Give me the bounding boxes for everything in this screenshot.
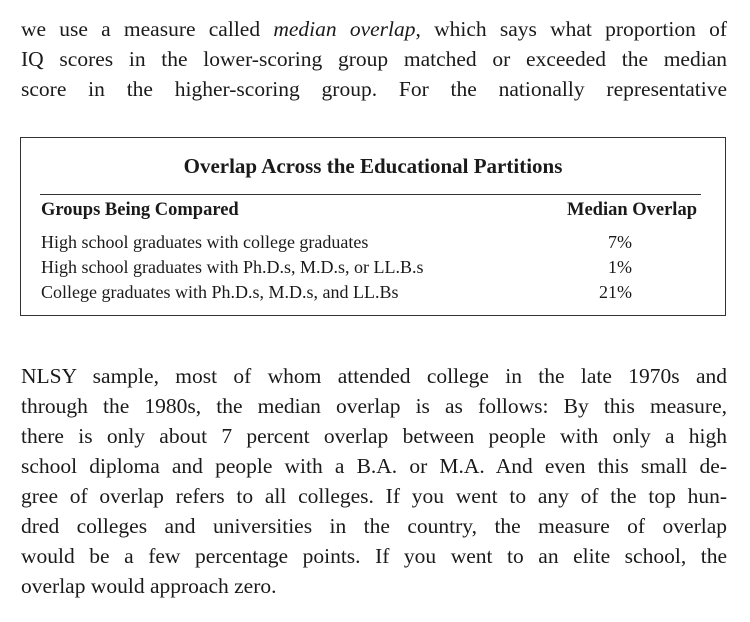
table-divider xyxy=(40,194,701,195)
overlap-table: Overlap Across the Educational Partition… xyxy=(20,137,726,316)
table-row: High school graduates with Ph.D.s, M.D.s… xyxy=(41,257,697,279)
overlap-cell: 7% xyxy=(608,232,632,252)
text-line: NLSY sample, most of whom attended colle… xyxy=(21,364,727,388)
table-title: Overlap Across the Educational Partition… xyxy=(183,154,563,178)
text-line: dred colleges and universities in the co… xyxy=(21,514,727,538)
overlap-cell: 1% xyxy=(608,257,632,277)
group-cell: High school graduates with Ph.D.s, M.D.s… xyxy=(41,257,424,277)
text-line: school diploma and people with a B.A. or… xyxy=(21,454,727,478)
bottom-paragraph: NLSY sample, most of whom attended colle… xyxy=(21,361,727,601)
text-line: score in the higher-scoring group. For t… xyxy=(21,77,727,101)
group-cell: College graduates with Ph.D.s, M.D.s, an… xyxy=(41,282,399,302)
text-line: through the 1980s, the median overlap is… xyxy=(21,394,727,418)
top-paragraph: we use a measure called median overlap, … xyxy=(21,14,727,104)
column-header-groups: Groups Being Compared xyxy=(41,200,239,220)
text-line: gree of overlap refers to all colleges. … xyxy=(21,484,727,508)
column-header-median-overlap: Median Overlap xyxy=(566,200,697,220)
italic-term: median overlap xyxy=(273,17,416,41)
text-line: there is only about 7 percent overlap be… xyxy=(21,424,727,448)
text-line: overlap would approach zero. xyxy=(21,574,277,598)
overlap-cell: 21% xyxy=(599,282,632,302)
table-row: College graduates with Ph.D.s, M.D.s, an… xyxy=(41,282,697,304)
text-line: would be a few percentage points. If you… xyxy=(21,544,727,568)
text-line: IQ scores in the lower-scoring group mat… xyxy=(21,47,727,71)
group-cell: High school graduates with college gradu… xyxy=(41,232,369,252)
table-row: High school graduates with college gradu… xyxy=(41,232,697,254)
text-line: we use a measure called median overlap, … xyxy=(21,17,727,41)
